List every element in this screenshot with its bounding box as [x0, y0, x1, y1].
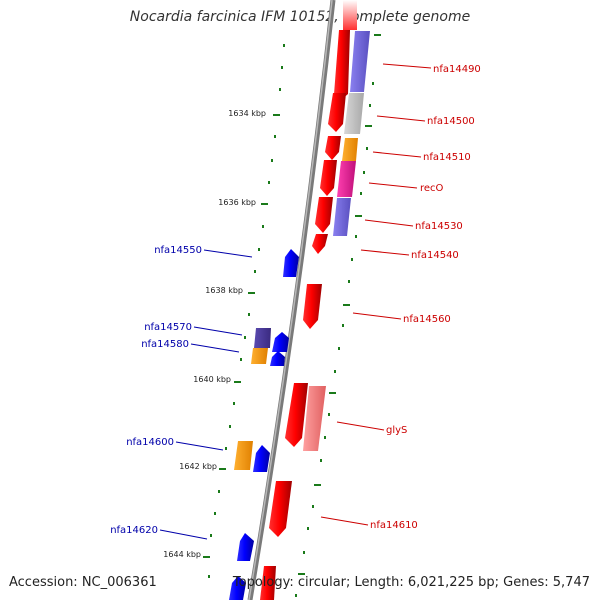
- scale-label: 1644 kbp: [163, 550, 201, 559]
- gene-glyS[interactable]: [285, 383, 308, 447]
- gene-top-partial[interactable]: [343, 0, 357, 30]
- gene-label-nfa14510[interactable]: nfa14510: [423, 152, 471, 163]
- gene-recO[interactable]: [320, 160, 337, 196]
- gene-nfa14540[interactable]: [312, 234, 328, 254]
- scale-label: 1638 kbp: [205, 286, 243, 295]
- cog-nfa14570[interactable]: [254, 328, 271, 348]
- cog-nfa14530[interactable]: [333, 198, 351, 236]
- forward-strand-genes: [260, 0, 357, 600]
- cog-nfa14500[interactable]: [344, 93, 364, 134]
- cog-recO[interactable]: [337, 161, 356, 197]
- reverse-cog-track: [234, 328, 271, 470]
- gene-bottom-reverse-partial[interactable]: [229, 576, 246, 600]
- gene-label-nfa14490[interactable]: nfa14490: [433, 64, 481, 75]
- forward-gene-labels: nfa14490 nfa14500 nfa14510 recO nfa14530…: [370, 64, 481, 531]
- gene-label-nfa14550[interactable]: nfa14550: [154, 245, 202, 256]
- gene-bottom-partial[interactable]: [260, 566, 276, 600]
- cog-nfa14490[interactable]: [350, 31, 370, 92]
- gene-nfa14510[interactable]: [325, 136, 341, 160]
- gene-label-nfa14500[interactable]: nfa14500: [427, 116, 475, 127]
- scale-labels: 1634 kbp 1636 kbp 1638 kbp 1640 kbp 1642…: [163, 109, 266, 559]
- scale-label: 1634 kbp: [228, 109, 266, 118]
- gene-nfa14610[interactable]: [269, 481, 292, 537]
- genome-summary: Topology: circular; Length: 6,021,225 bp…: [232, 575, 590, 590]
- gene-nfa14490[interactable]: [334, 30, 350, 100]
- gene-label-nfa14540[interactable]: nfa14540: [411, 250, 459, 261]
- cog-nfa14510[interactable]: [342, 138, 358, 161]
- gene-label-nfa14580[interactable]: nfa14580: [141, 339, 189, 350]
- forward-leader-lines: [320, 63, 432, 526]
- inner-tick-track: [203, 44, 285, 578]
- scale-label: 1636 kbp: [218, 198, 256, 207]
- reverse-strand-genes: [229, 249, 299, 600]
- gene-label-recO[interactable]: recO: [420, 183, 444, 194]
- gene-nfa14530[interactable]: [315, 197, 333, 233]
- cog-glyS[interactable]: [303, 386, 326, 451]
- cog-nfa14600[interactable]: [234, 441, 253, 470]
- reverse-leader-lines: [159, 249, 253, 540]
- reverse-gene-labels: nfa14550 nfa14570 nfa14580 nfa14600 nfa1…: [110, 245, 202, 536]
- gene-label-nfa14530[interactable]: nfa14530: [415, 221, 463, 232]
- accession-label: Accession: NC_006361: [9, 575, 157, 590]
- gene-label-nfa14560[interactable]: nfa14560: [403, 314, 451, 325]
- scale-label: 1642 kbp: [179, 462, 217, 471]
- cog-category-track: [303, 31, 370, 451]
- gene-label-nfa14600[interactable]: nfa14600: [126, 437, 174, 448]
- gene-nfa14560[interactable]: [303, 284, 322, 329]
- gene-label-nfa14620[interactable]: nfa14620: [110, 525, 158, 536]
- map-title: Nocardia farcinica IFM 10152, complete g…: [129, 9, 471, 25]
- gene-nfa14620[interactable]: [237, 533, 254, 561]
- gene-nfa14570[interactable]: [272, 332, 289, 352]
- cog-nfa14580[interactable]: [251, 348, 268, 364]
- gene-nfa14580[interactable]: [270, 351, 285, 366]
- genome-backbone: [247, 0, 336, 600]
- gene-nfa14500[interactable]: [328, 93, 346, 132]
- gene-label-glyS[interactable]: glyS: [386, 425, 407, 436]
- gene-nfa14550[interactable]: [283, 249, 299, 277]
- gene-nfa14600[interactable]: [253, 445, 270, 472]
- scale-label: 1640 kbp: [193, 375, 231, 384]
- gene-label-nfa14570[interactable]: nfa14570: [144, 322, 192, 333]
- outer-tick-track: [295, 34, 381, 597]
- gene-label-nfa14610[interactable]: nfa14610: [370, 520, 418, 531]
